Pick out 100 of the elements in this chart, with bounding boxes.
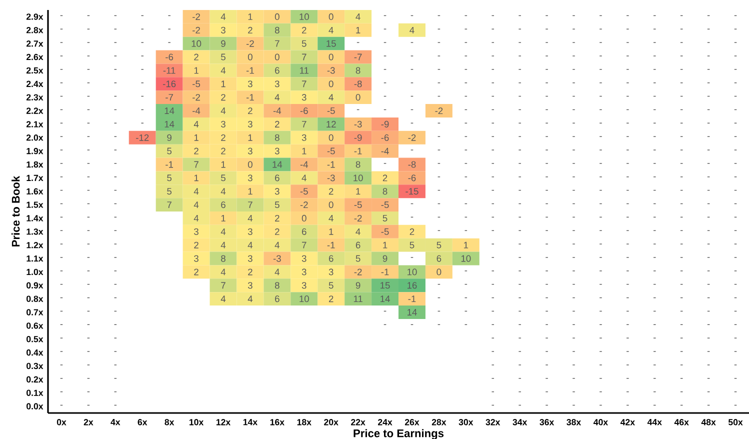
text: - <box>464 297 468 298</box>
text: - <box>546 96 548 97</box>
text: - <box>384 15 386 16</box>
data-label: 8 <box>274 282 280 289</box>
y-tick-label: 2.3x <box>26 94 44 100</box>
data-label: -2 <box>408 134 416 141</box>
text: - <box>87 351 90 352</box>
data-label: 8 <box>274 134 280 141</box>
data-label: 10 <box>408 268 417 276</box>
text: - <box>734 216 737 218</box>
data-label: -2 <box>192 13 200 20</box>
text: - <box>114 28 117 30</box>
text: - <box>60 163 63 164</box>
text: - <box>546 230 548 231</box>
text: - <box>114 297 117 298</box>
data-label: -1 <box>246 94 254 101</box>
text: - <box>600 351 602 352</box>
text: - <box>600 15 602 16</box>
text: - <box>600 122 602 124</box>
data-label: -1 <box>354 148 362 154</box>
x-tick-label: 24x <box>378 419 392 426</box>
y-tick-label: 2.0x <box>26 134 44 141</box>
text: - <box>410 69 414 70</box>
data-label: 14 <box>164 120 174 128</box>
data-label: -2 <box>354 268 362 276</box>
text: - <box>680 42 683 43</box>
text: - <box>680 69 683 70</box>
x-tick-label: 8x <box>164 419 174 426</box>
text: - <box>734 122 737 124</box>
text: - <box>168 28 170 30</box>
text: - <box>60 216 63 218</box>
text: - <box>492 122 494 124</box>
text: - <box>600 42 602 43</box>
data-label: 1 <box>194 174 198 182</box>
text: - <box>546 216 548 218</box>
text: - <box>518 310 521 312</box>
text: - <box>626 404 629 406</box>
text: - <box>410 257 414 258</box>
text: - <box>654 216 656 218</box>
text: - <box>707 257 710 258</box>
text: - <box>60 190 63 191</box>
y-tick-label: 0.0x <box>26 403 44 410</box>
text: - <box>114 69 117 70</box>
text: - <box>654 324 656 325</box>
text: - <box>654 351 656 352</box>
text: - <box>707 28 710 30</box>
text: - <box>600 136 602 137</box>
data-label: 4 <box>220 296 226 302</box>
text: - <box>600 404 602 406</box>
text: - <box>464 163 468 164</box>
text: - <box>464 96 468 97</box>
text: - <box>438 297 440 298</box>
text: - <box>572 163 575 164</box>
x-tick-label: 16x <box>270 419 284 426</box>
text: - <box>546 391 548 392</box>
data-label: 7 <box>302 120 306 128</box>
data-label: 4 <box>410 26 414 34</box>
text: - <box>734 96 737 97</box>
y-tick-label: 2.8x <box>26 27 44 34</box>
y-tick-label: 0.8x <box>26 296 44 302</box>
text: - <box>734 404 737 406</box>
text: - <box>464 284 468 285</box>
text: - <box>438 176 440 178</box>
text: - <box>87 378 90 379</box>
data-label: 4 <box>220 188 226 195</box>
data-label: 7 <box>302 54 306 60</box>
text: - <box>114 284 117 285</box>
text: - <box>654 190 656 191</box>
text: - <box>518 203 521 204</box>
text: - <box>546 69 548 70</box>
data-label: 3 <box>302 94 306 101</box>
data-label: 6 <box>356 242 360 248</box>
text: - <box>518 378 521 379</box>
y-tick-label: 0.4x <box>26 349 44 356</box>
data-label: 5 <box>221 174 226 182</box>
text: - <box>492 391 494 392</box>
data-label: 5 <box>356 255 360 262</box>
text: - <box>87 28 90 30</box>
text: - <box>438 136 440 137</box>
text: - <box>464 28 468 30</box>
y-tick-label: 2.6x <box>26 54 44 60</box>
data-label: 6 <box>302 228 306 235</box>
text: - <box>572 82 575 84</box>
text: - <box>600 82 602 84</box>
text: - <box>626 163 629 164</box>
data-label: 4 <box>220 14 226 20</box>
text: - <box>600 28 602 30</box>
data-label: 0 <box>328 54 334 60</box>
text: - <box>707 310 710 312</box>
text: - <box>734 270 737 272</box>
y-tick-label: 2.5x <box>26 67 44 74</box>
text: - <box>410 203 414 204</box>
data-label: 5 <box>328 282 334 289</box>
text: - <box>438 15 440 16</box>
text: - <box>87 69 90 70</box>
text: - <box>546 310 548 312</box>
data-label: 2 <box>248 108 252 114</box>
data-label: -8 <box>354 80 362 88</box>
text: - <box>60 15 63 16</box>
text: - <box>572 324 575 325</box>
